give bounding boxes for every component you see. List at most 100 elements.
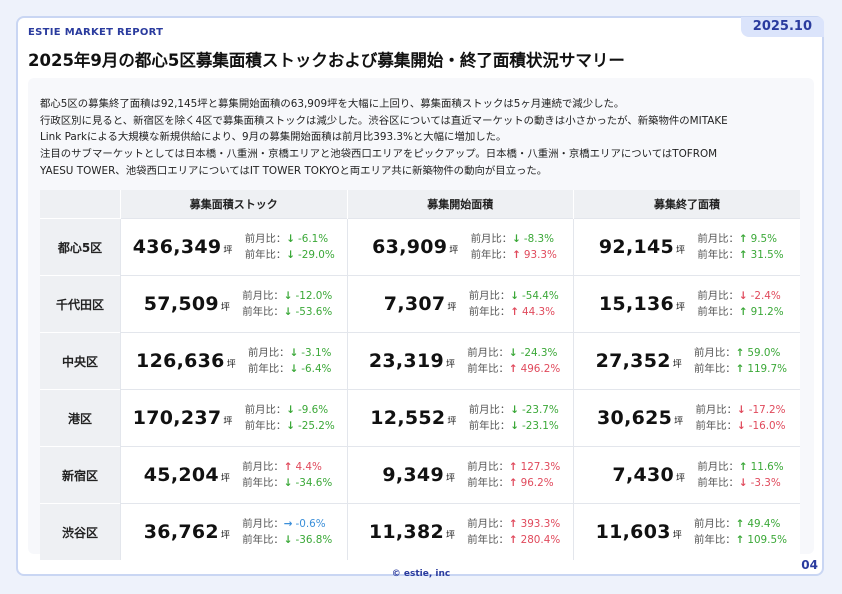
mom-value: -17.2% — [748, 404, 786, 416]
mom-change: ↓ -9.6% — [286, 404, 328, 416]
metric-cell: 126,636 坪前月比：↓ -3.1% 前年比：↓ -6.4% — [121, 333, 347, 389]
metric-value: 11,382 — [368, 521, 444, 543]
mom-line: 前月比：↑ 11.6% — [697, 459, 783, 475]
metric-value-wrap: 7,430 坪 — [590, 464, 685, 486]
change-stats: 前月比：↓ -3.1% 前年比：↓ -6.4% — [248, 345, 331, 377]
metric-value-wrap: 11,603 坪 — [587, 521, 682, 543]
metric-cell: 57,509 坪前月比：↓ -12.0% 前年比：↓ -53.6% — [121, 276, 347, 332]
metric-value-wrap: 92,145 坪 — [590, 236, 685, 258]
yoy-line: 前年比：↑ 109.5% — [694, 532, 787, 548]
mom-line: 前月比：↓ -24.3% — [467, 345, 560, 361]
yoy-change: ↑ 31.5% — [739, 249, 784, 261]
row-header-area: 新宿区 — [40, 446, 121, 504]
yoy-change: ↑ 119.7% — [736, 363, 787, 375]
yoy-label: 前年比： — [468, 420, 511, 432]
arrow-up-icon: ↑ — [735, 363, 745, 375]
mom-label: 前月比： — [242, 290, 284, 302]
yoy-change: ↓ -53.6% — [284, 306, 332, 318]
mom-value: -24.3% — [520, 347, 558, 359]
yoy-value: -53.6% — [295, 306, 333, 318]
change-stats: 前月比：↓ -12.0% 前年比：↓ -53.6% — [242, 288, 332, 320]
arrow-down-icon: ↓ — [283, 306, 293, 318]
mom-line: 前月比：↓ -9.6% — [245, 402, 335, 418]
mom-line: 前月比：↑ 59.0% — [694, 345, 787, 361]
mom-change: ↓ -24.3% — [509, 347, 557, 359]
table-cell: 7,307 坪前月比：↓ -54.4% 前年比：↑ 44.3% — [346, 275, 574, 333]
row-header-area: 中央区 — [40, 332, 121, 390]
table-cell: 126,636 坪前月比：↓ -3.1% 前年比：↓ -6.4% — [120, 332, 347, 390]
arrow-down-icon: ↓ — [737, 404, 746, 416]
yoy-label: 前年比： — [694, 363, 736, 375]
summary-line: 都心5区の募集終了面積は92,145坪と募集開始面積の63,909坪を大幅に上回… — [40, 98, 625, 110]
yoy-change: ↓ -23.1% — [510, 420, 558, 432]
yoy-label: 前年比： — [468, 306, 511, 318]
table-cell: 45,204 坪前月比：↑ 4.4% 前年比：↓ -34.6% — [120, 446, 347, 504]
yoy-value: 44.3% — [522, 306, 556, 318]
col-header-stock: 募集面積ストック — [120, 190, 347, 219]
page-number: 04 — [801, 558, 818, 572]
change-stats: 前月比：↓ -9.6% 前年比：↓ -25.2% — [245, 402, 335, 434]
change-stats: 前月比：↓ -23.7% 前年比：↓ -23.1% — [469, 402, 559, 434]
summary-text: 都心5区の募集終了面積は92,145坪と募集開始面積の63,909坪を大幅に上回… — [40, 96, 780, 180]
arrow-up-icon: ↑ — [735, 534, 745, 546]
unit-label: 坪 — [220, 531, 231, 541]
mom-line: 前月比：↓ -2.4% — [697, 288, 783, 304]
yoy-label: 前年比： — [244, 249, 287, 261]
metric-value: 7,430 — [612, 464, 675, 486]
mom-value: 9.5% — [750, 233, 778, 245]
mom-value: -9.6% — [297, 404, 329, 416]
yoy-line: 前年比：↓ -36.8% — [242, 532, 332, 548]
yoy-value: 496.2% — [520, 363, 561, 375]
yoy-line: 前年比：↑ 96.2% — [467, 475, 560, 491]
mom-label: 前月比： — [695, 404, 738, 416]
arrow-up-icon: ↑ — [512, 249, 521, 261]
table-row: 渋谷区 36,762 坪前月比：→ -0.6% 前年比：↓ -36.8% 11,382 坪前月… — [40, 503, 800, 560]
metric-value: 126,636 — [136, 350, 225, 372]
metric-cell: 63,909 坪前月比：↓ -8.3% 前年比：↑ 93.3% — [348, 219, 574, 275]
metric-cell: 45,204 坪前月比：↑ 4.4% 前年比：↓ -34.6% — [121, 447, 347, 503]
arrow-down-icon: ↓ — [286, 233, 295, 245]
mom-line: 前月比：↓ -17.2% — [695, 402, 785, 418]
yoy-line: 前年比：↓ -34.6% — [242, 475, 332, 491]
yoy-value: 119.7% — [747, 363, 787, 375]
arrow-down-icon: ↓ — [289, 363, 299, 375]
metric-cell: 7,307 坪前月比：↓ -54.4% 前年比：↑ 44.3% — [348, 276, 574, 332]
yoy-change: ↓ -6.4% — [290, 363, 332, 375]
yoy-label: 前年比： — [242, 477, 284, 489]
mom-label: 前月比： — [694, 347, 736, 359]
yoy-label: 前年比： — [242, 534, 284, 546]
unit-label: 坪 — [676, 246, 686, 256]
yoy-value: -23.1% — [522, 420, 559, 432]
arrow-down-icon: ↓ — [286, 420, 295, 432]
yoy-line: 前年比：↑ 44.3% — [469, 304, 559, 320]
metric-value-wrap: 27,352 坪 — [587, 350, 682, 372]
arrow-up-icon: ↑ — [738, 461, 748, 473]
yoy-value: 91.2% — [750, 306, 784, 318]
yoy-value: 109.5% — [747, 534, 787, 546]
metric-cell: 170,237 坪前月比：↓ -9.6% 前年比：↓ -25.2% — [121, 390, 347, 446]
yoy-change: ↑ 496.2% — [509, 363, 560, 375]
mom-line: 前月比：↓ -3.1% — [248, 345, 331, 361]
mom-change: ↑ 11.6% — [739, 461, 784, 473]
mom-change: ↓ -3.1% — [290, 347, 332, 359]
metric-value: 92,145 — [598, 236, 675, 258]
mom-label: 前月比： — [468, 404, 511, 416]
unit-label: 坪 — [447, 417, 457, 427]
mom-label: 前月比： — [244, 404, 287, 416]
arrow-down-icon: ↓ — [510, 290, 519, 302]
change-stats: 前月比：↑ 127.3% 前年比：↑ 96.2% — [467, 459, 560, 491]
table-cell: 92,145 坪前月比：↑ 9.5% 前年比：↑ 31.5% — [573, 218, 800, 276]
yoy-value: -3.3% — [750, 477, 781, 489]
change-stats: 前月比：↓ -24.3% 前年比：↑ 496.2% — [467, 345, 560, 377]
mom-line: 前月比：↑ 49.4% — [694, 516, 787, 532]
unit-label: 坪 — [223, 417, 233, 427]
mom-value: -3.1% — [301, 347, 332, 359]
yoy-value: -34.6% — [295, 477, 333, 489]
arrow-down-icon: ↓ — [286, 249, 295, 261]
mom-label: 前月比： — [697, 461, 739, 473]
table-cell: 57,509 坪前月比：↓ -12.0% 前年比：↓ -53.6% — [120, 275, 347, 333]
arrow-up-icon: ↑ — [508, 363, 518, 375]
arrow-down-icon: ↓ — [283, 290, 293, 302]
change-stats: 前月比：↑ 9.5% 前年比：↑ 31.5% — [697, 231, 783, 263]
change-stats: 前月比：↓ -6.1% 前年比：↓ -29.0% — [245, 231, 335, 263]
